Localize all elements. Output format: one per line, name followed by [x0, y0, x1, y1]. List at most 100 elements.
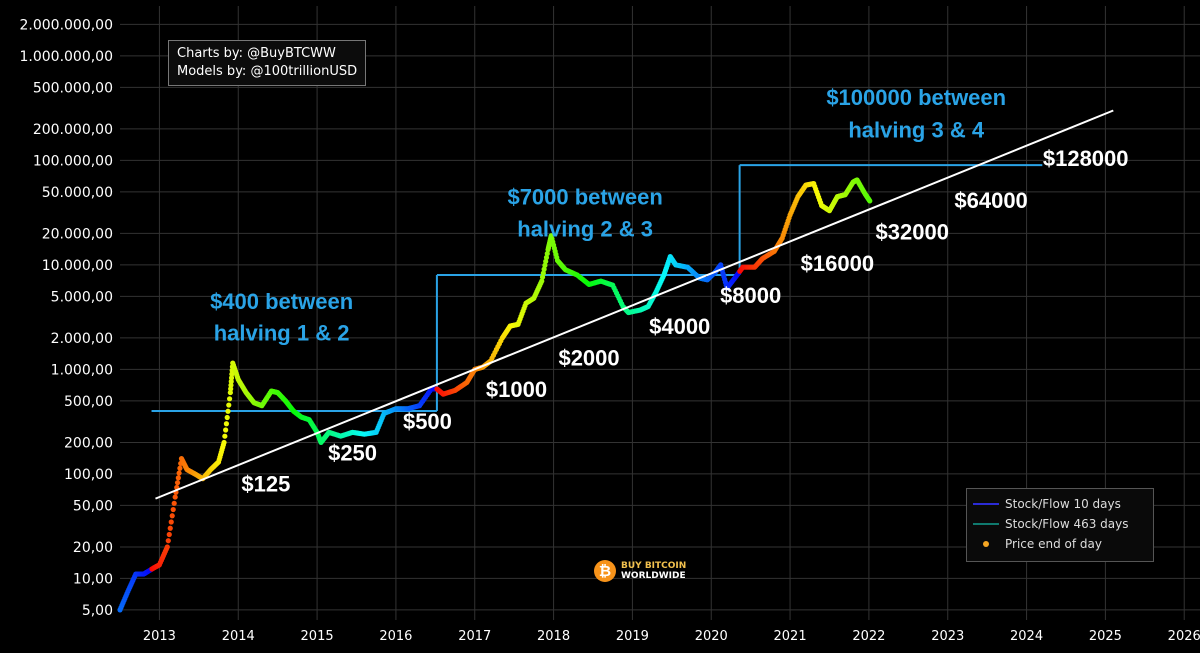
annotation-label: halving 2 & 3: [517, 216, 653, 241]
y-tick-label: 10.000,00: [42, 258, 113, 274]
x-tick-label: 2021: [774, 629, 807, 644]
y-tick-label: 500,00: [64, 394, 113, 410]
y-axis-tick-labels: 5,00 10,00 20,00 50,00 100,00 200,00 500,00 1.0…: [19, 17, 113, 618]
legend-swatch-sf10: [973, 503, 999, 505]
y-tick-label: 5.000,00: [51, 289, 113, 305]
price-point: [169, 513, 175, 519]
annotation-label: $400 between: [210, 289, 353, 314]
model-trend-line: [155, 109, 1114, 500]
y-tick-label: 200.000,00: [33, 122, 113, 138]
price-point: [224, 414, 230, 421]
y-tick-label: 1.000.000,00: [19, 49, 113, 65]
y-tick-label: 100,00: [64, 467, 113, 483]
price-point: [543, 254, 550, 261]
x-tick-label: 2025: [1089, 629, 1122, 644]
price-point: [171, 500, 177, 506]
x-tick-label: 2013: [143, 629, 176, 644]
buy-bitcoin-worldwide-logo: ₿ BUY BITCOIN WORLDWIDE: [594, 560, 686, 582]
annotation-label: $250: [328, 440, 377, 465]
price-point: [176, 470, 182, 476]
y-tick-label: 50.000,00: [42, 185, 113, 201]
price-point: [226, 396, 233, 402]
annotations: $125 $250 $500 $1000 $2000 $4000 $8000 $16000$3…: [210, 85, 1128, 497]
y-tick-label: 10,00: [73, 571, 113, 587]
legend-item-sf10[interactable]: Stock/Flow 10 days: [973, 497, 1121, 511]
x-tick-label: 2015: [301, 629, 334, 644]
annotation-label: $125: [241, 471, 290, 496]
price-point: [175, 475, 181, 481]
annotation-label: $128000: [1043, 146, 1129, 171]
annotation-label: $4000: [649, 314, 710, 339]
y-tick-label: 200,00: [64, 435, 113, 451]
annotation-label: halving 1 & 2: [214, 321, 350, 346]
price-point: [226, 402, 232, 408]
x-tick-label: 2016: [379, 629, 412, 644]
credits-model-author: Models by: @100trillionUSD: [177, 64, 358, 79]
price-point: [867, 198, 873, 204]
logo-line-1: BUY BITCOIN: [621, 561, 687, 571]
price-point: [539, 274, 546, 280]
y-tick-label: 2.000,00: [51, 331, 113, 347]
logo-line-2: WORLDWIDE: [621, 571, 686, 581]
price-point: [172, 494, 178, 500]
price-point: [543, 258, 549, 265]
price-point: [542, 262, 548, 268]
y-tick-label: 2.000.000,00: [19, 17, 113, 33]
y-tick-label: 50,00: [73, 498, 113, 514]
x-tick-label: 2024: [1010, 629, 1043, 644]
legend-item-sf463[interactable]: Stock/Flow 463 days: [973, 517, 1129, 531]
price-point: [164, 544, 170, 550]
x-tick-label: 2020: [695, 629, 728, 644]
x-tick-label: 2017: [458, 629, 491, 644]
y-tick-label: 20,00: [73, 540, 113, 556]
legend: Stock/Flow 10 days Stock/Flow 463 days P…: [966, 488, 1154, 562]
annotation-label: $8000: [720, 283, 781, 308]
price-point: [541, 266, 547, 272]
legend-label: Price end of day: [1005, 537, 1102, 551]
price-point: [221, 439, 227, 446]
price-series: [117, 177, 873, 613]
x-tick-label: 2026: [1168, 629, 1200, 644]
y-tick-label: 20.000,00: [42, 226, 113, 242]
x-tick-label: 2019: [616, 629, 649, 644]
credits-box: Charts by: @BuyBTCWW Models by: @100tril…: [168, 40, 367, 86]
price-point: [544, 250, 550, 257]
x-tick-label: 2022: [852, 629, 885, 644]
legend-item-price[interactable]: Price end of day: [973, 537, 1102, 551]
annotation-label: $100000 between: [826, 85, 1006, 110]
price-point: [223, 427, 229, 433]
credits-chart-author: Charts by: @BuyBTCWW: [177, 46, 336, 61]
legend-swatch-sf463: [973, 523, 999, 525]
y-tick-label: 500.000,00: [33, 80, 113, 96]
bitcoin-icon: ₿: [594, 560, 616, 582]
price-point: [225, 408, 231, 414]
price-point: [166, 531, 172, 538]
price-point: [540, 270, 546, 276]
price-point: [539, 278, 545, 284]
legend-swatch-price: [983, 541, 989, 547]
x-axis-tick-labels: 2013 2014 2015 2016 2017 2018 2019 2020 2021 2022…: [143, 629, 1200, 644]
annotation-label: $7000 between: [507, 184, 662, 209]
price-point: [165, 538, 171, 544]
y-tick-label: 5,00: [82, 603, 113, 619]
price-point: [223, 421, 230, 427]
price-point: [177, 465, 183, 471]
y-tick-label: 100.000,00: [33, 153, 113, 169]
price-point: [174, 480, 181, 486]
x-tick-label: 2023: [931, 629, 964, 644]
legend-label: Stock/Flow 463 days: [1005, 517, 1129, 531]
annotation-label: $16000: [801, 251, 874, 276]
annotation-label: $64000: [954, 188, 1027, 213]
annotation-label: $1000: [486, 377, 547, 402]
price-point: [170, 506, 176, 513]
annotation-label: $2000: [558, 345, 619, 370]
legend-label: Stock/Flow 10 days: [1005, 497, 1121, 511]
price-point: [168, 519, 174, 525]
annotation-label: $32000: [876, 219, 949, 244]
price-point: [222, 433, 228, 439]
x-tick-label: 2014: [222, 629, 255, 644]
y-tick-label: 1.000,00: [51, 362, 113, 378]
x-tick-label: 2018: [537, 629, 570, 644]
price-point: [167, 525, 173, 531]
